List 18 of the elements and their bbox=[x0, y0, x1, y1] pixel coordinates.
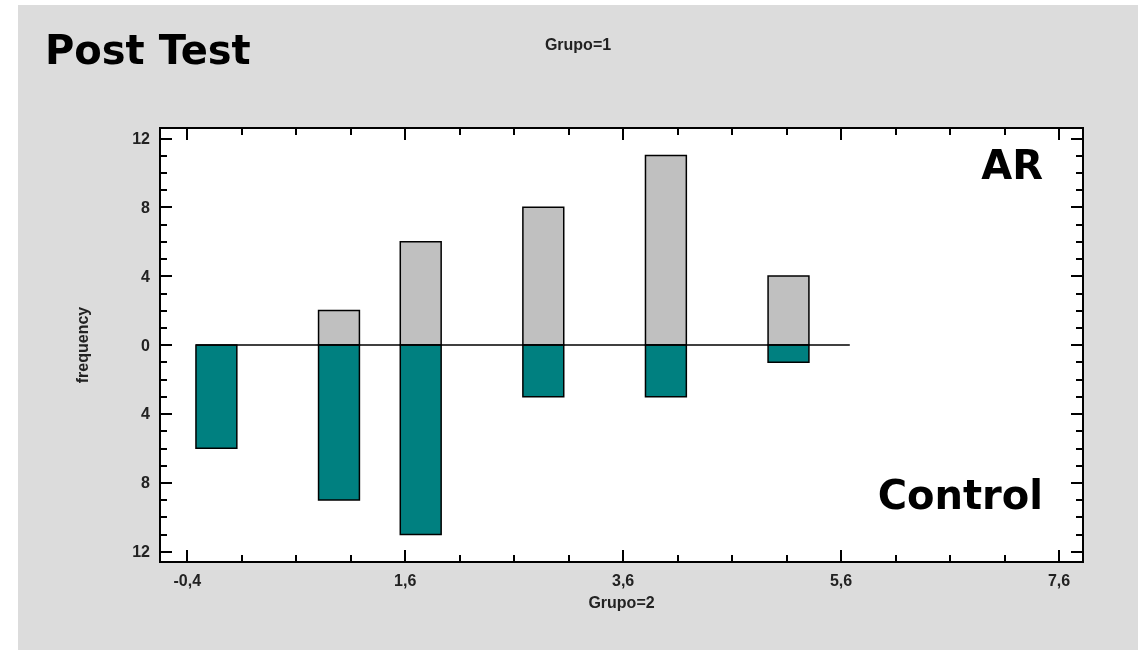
chart-subtitle: Grupo=1 bbox=[544, 35, 612, 53]
x-tick-label: 5,6 bbox=[829, 571, 853, 589]
y-tick-label: 8 bbox=[141, 198, 151, 216]
y-tick-label: 12 bbox=[132, 543, 151, 561]
x-tick-label: -0,4 bbox=[173, 571, 202, 589]
x-tick-label: 7,6 bbox=[1047, 571, 1071, 589]
y-axis-title: frequency bbox=[73, 306, 91, 384]
x-tick-label: 1,6 bbox=[394, 571, 417, 589]
y-tick-label: 8 bbox=[141, 474, 151, 492]
legend-label: Control bbox=[877, 472, 1044, 518]
chart-title: Post Test bbox=[45, 27, 251, 73]
legend-label: AR bbox=[981, 142, 1044, 188]
y-tick-label: 0 bbox=[141, 336, 151, 354]
x-tick-label: 3,6 bbox=[612, 571, 635, 589]
y-tick-label: 4 bbox=[141, 267, 151, 285]
x-axis-title: Grupo=2 bbox=[588, 593, 655, 611]
y-tick-label: 4 bbox=[141, 405, 151, 423]
y-tick-label: 12 bbox=[132, 129, 151, 147]
